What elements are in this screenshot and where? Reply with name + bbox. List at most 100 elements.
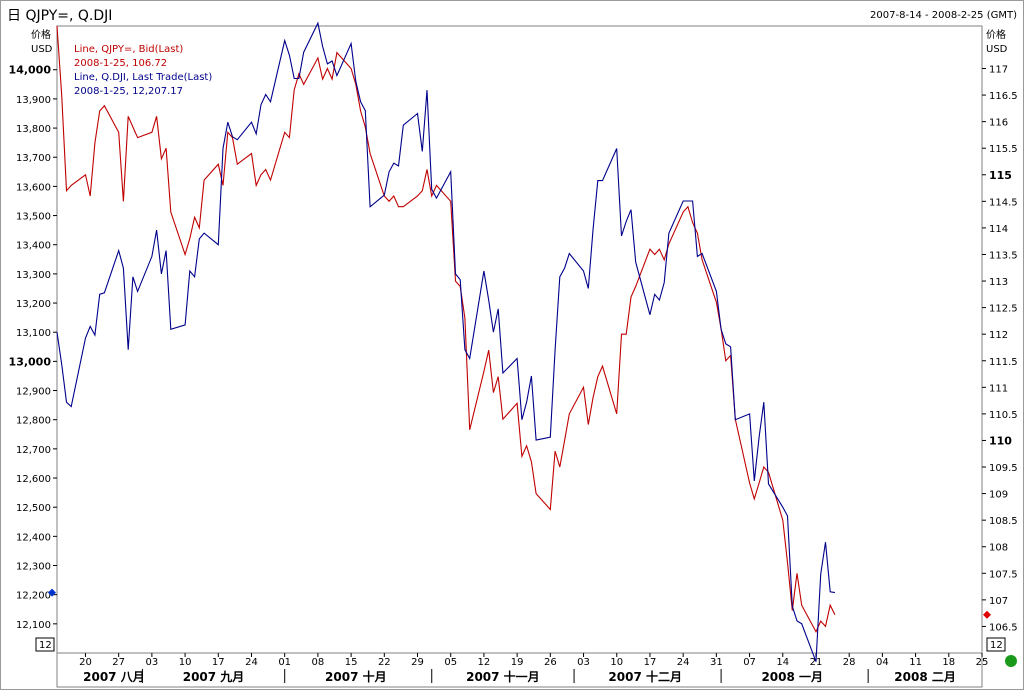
x-tick-label: 07: [743, 657, 756, 668]
month-label: 2007 八月: [83, 670, 145, 684]
month-label: 2007 九月: [183, 669, 245, 684]
right-axis: 106.5 107 107.5 108 108.5 109 109.5 110 110.5 111…: [982, 65, 1018, 633]
x-axis: 20 27 03 10 17 24 01 08 15 22 29 05 12 19 26 03 10 17 24 31…: [79, 653, 988, 684]
x-tick-label: 21: [810, 657, 823, 668]
legend-series-2-name: Line, Q.DJI, Last Trade(Last): [74, 72, 212, 83]
right-tick-label: 109.5: [989, 463, 1018, 474]
left-tick-label: 13,100: [16, 328, 51, 339]
x-tick-label: 19: [511, 657, 524, 668]
left-tick-label: 13,300: [16, 270, 51, 281]
left-tick-label: 12,500: [16, 503, 51, 514]
x-tick-label: 26: [544, 657, 557, 668]
right-tick-label: 112: [989, 330, 1008, 341]
right-tick-label: 108: [989, 543, 1008, 554]
x-tick-label: 14: [776, 657, 789, 668]
right-tick-label: 112.5: [989, 304, 1018, 315]
x-tick-label: 05: [444, 657, 457, 668]
right-tick-label: 108.5: [989, 516, 1018, 527]
x-tick-label: 01: [278, 657, 291, 668]
legend-series-2-value: 2008-1-25, 12,207.17: [74, 86, 183, 97]
date-range: 2007-8-14 - 2008-2-25 (GMT): [870, 10, 1017, 21]
left-tick-label: 12,200: [16, 591, 51, 602]
left-axis-unit-line2: USD: [31, 44, 53, 55]
left-tick-label: 12,600: [16, 474, 51, 485]
corner-label-left: 12: [35, 637, 55, 652]
left-tick-label: 13,200: [16, 299, 51, 310]
left-tick-label: 13,600: [16, 182, 51, 193]
x-tick-label: 17: [644, 657, 657, 668]
x-tick-label: 03: [146, 657, 159, 668]
right-axis-unit-line2: USD: [986, 44, 1008, 55]
chart-title: 日 QJPY=, Q.DJI: [7, 8, 113, 24]
x-tick-label: 27: [112, 657, 125, 668]
right-tick-label: 107.5: [989, 569, 1018, 580]
x-tick-label: 25: [976, 657, 989, 668]
right-axis-unit-line1: 价格: [986, 28, 1006, 41]
left-tick-label: 13,900: [16, 95, 51, 106]
x-tick-label: 28: [843, 657, 856, 668]
month-label: 2007 十月: [325, 669, 387, 684]
x-tick-label: 03: [577, 657, 590, 668]
last-value-marker-1: [983, 610, 991, 619]
right-tick-label: 110.5: [989, 410, 1018, 421]
right-tick-label: 114.5: [989, 197, 1018, 208]
series-line-1[interactable]: [56, 25, 836, 633]
x-tick-label: 29: [411, 657, 424, 668]
legend-series-1-value: 2008-1-25, 106.72: [74, 58, 167, 69]
right-tick-label: 111: [989, 383, 1008, 394]
corner-label-left-text: 12: [39, 640, 52, 651]
x-tick-label: 17: [212, 657, 225, 668]
right-tick-label: 114: [989, 224, 1008, 235]
right-tick-label: 109: [989, 490, 1008, 501]
right-tick-label: 113: [989, 277, 1008, 288]
left-tick-label: 12,400: [16, 532, 51, 543]
x-tick-label: 24: [245, 657, 258, 668]
x-tick-label: 08: [312, 657, 325, 668]
legend-series-1-name: Line, QJPY=, Bid(Last): [74, 44, 183, 55]
right-tick-label: 116: [989, 118, 1008, 129]
month-label: 2007 十二月: [608, 669, 682, 684]
x-tick-label: 24: [677, 657, 690, 668]
x-axis-band: [56, 652, 983, 688]
legend: Line, QJPY=, Bid(Last) 2008-1-25, 106.72…: [74, 44, 212, 97]
last-value-marker-2: [48, 588, 56, 597]
right-tick-label: 115: [989, 169, 1012, 182]
right-tick-label: 115.5: [989, 144, 1018, 155]
corner-label-right-text: 12: [990, 640, 1003, 651]
status-indicator-icon[interactable]: [1005, 655, 1017, 667]
left-axis: 12,100 12,200 12,300 12,400 12,500 12,600 12,7…: [9, 64, 57, 631]
left-tick-label: 13,800: [16, 124, 51, 135]
right-tick-label: 106.5: [989, 622, 1018, 633]
plot-area[interactable]: [56, 25, 983, 654]
left-tick-label: 12,100: [16, 620, 51, 631]
month-label: 2007 十一月: [466, 669, 540, 684]
series-layer: [56, 21, 836, 662]
right-tick-label: 113.5: [989, 250, 1018, 261]
left-tick-label: 12,800: [16, 416, 51, 427]
left-tick-label: 13,700: [16, 153, 51, 164]
x-tick-label: 04: [876, 657, 889, 668]
corner-label-right: 12: [986, 637, 1006, 652]
left-tick-label: 12,700: [16, 445, 51, 456]
left-tick-label: 12,900: [16, 387, 51, 398]
x-tick-label: 10: [179, 657, 192, 668]
x-tick-label: 18: [942, 657, 955, 668]
x-tick-label: 20: [79, 657, 92, 668]
x-tick-label: 12: [478, 657, 491, 668]
left-tick-label: 13,500: [16, 212, 51, 223]
right-tick-label: 116.5: [989, 91, 1018, 102]
month-label: 2008 一月: [761, 670, 823, 684]
left-tick-label: 13,400: [16, 241, 51, 252]
x-tick-label: 31: [710, 657, 723, 668]
series-line-2[interactable]: [56, 21, 835, 662]
title-bar: 日 QJPY=, Q.DJI 2007-8-14 - 2008-2-25 (GM…: [1, 1, 1023, 27]
left-tick-label: 12,300: [16, 562, 51, 573]
left-tick-label: 14,000: [9, 64, 52, 77]
right-tick-label: 107: [989, 596, 1008, 607]
month-label: 2008 二月: [894, 670, 956, 684]
right-tick-label: 117: [989, 65, 1008, 76]
x-tick-label: 11: [909, 657, 922, 668]
right-tick-label: 111.5: [989, 357, 1018, 368]
x-tick-label: 15: [345, 657, 358, 668]
